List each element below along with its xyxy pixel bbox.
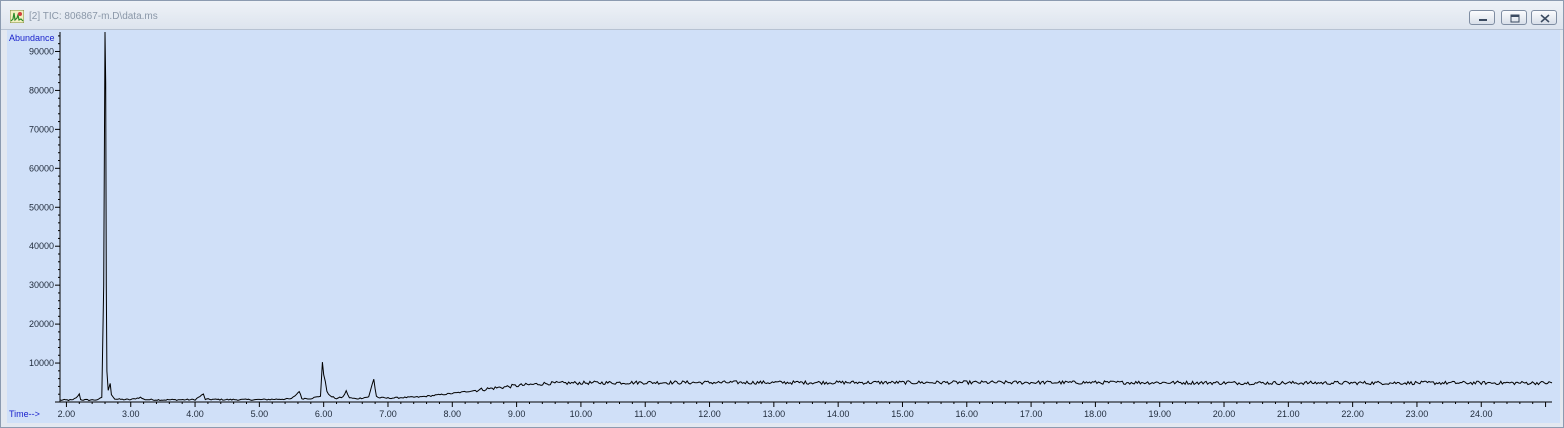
y-tick-label: 80000 [29,85,54,95]
y-tick-label: 20000 [29,319,54,329]
plot-area[interactable]: 10000 20000 30000 40000 50000 60000 70000 80000… [7,30,1560,423]
x-tick-label: 13.00 [763,409,786,419]
x-tick-label: 10.00 [570,409,593,419]
x-tick-label: 3.00 [122,409,140,419]
y-axis-title: Abundance [9,33,55,43]
x-tick-label: 14.00 [827,409,850,419]
x-tick-label: 4.00 [186,409,204,419]
trace-layer [59,31,1553,402]
x-tick-label: 6.00 [315,409,333,419]
minimize-button[interactable] [1469,10,1495,25]
title-bar[interactable]: [2] TIC: 806867-m.D\data.ms [1,1,1563,30]
x-tick-label: 17.00 [1020,409,1043,419]
x-tick-label: 20.00 [1213,409,1236,419]
x-tick-label: 9.00 [508,409,526,419]
chromatogram-app-icon [10,10,24,23]
y-tick-label: 40000 [29,241,54,251]
x-tick-label: 11.00 [634,409,656,419]
y-tick-label: 90000 [29,46,54,56]
x-axis-title: Time--> [9,409,40,419]
x-tick-label: 22.00 [1341,409,1364,419]
x-tick-label: 16.00 [956,409,979,419]
x-tick-label: 2.00 [58,409,76,419]
x-tick-label: 8.00 [444,409,462,419]
label-layer: 10000 20000 30000 40000 50000 60000 70000 80000… [9,33,1493,419]
x-tick-label: 23.00 [1406,409,1429,419]
restore-icon [1510,14,1520,23]
close-button[interactable] [1531,10,1557,25]
x-tick-label: 12.00 [698,409,721,419]
close-icon [1540,14,1550,23]
x-tick-label: 5.00 [251,409,269,419]
y-tick-label: 30000 [29,280,54,290]
minimize-icon [1479,19,1487,21]
x-tick-label: 18.00 [1084,409,1107,419]
x-tick-label: 24.00 [1470,409,1493,419]
y-tick-label: 10000 [29,358,54,368]
x-tick-label: 15.00 [891,409,914,419]
y-tick-label: 60000 [29,163,54,173]
x-tick-label: 19.00 [1148,409,1171,419]
x-tick-label: 21.00 [1277,409,1300,419]
y-tick-label: 70000 [29,124,54,134]
tic-chart[interactable]: 10000 20000 30000 40000 50000 60000 70000 80000… [7,30,1560,423]
window-title: [2] TIC: 806867-m.D\data.ms [29,11,158,22]
axes-layer [55,32,1552,407]
x-tick-label: 7.00 [379,409,397,419]
restore-button[interactable] [1501,10,1527,25]
y-tick-label: 50000 [29,202,54,212]
tic-trace-line [59,31,1553,402]
